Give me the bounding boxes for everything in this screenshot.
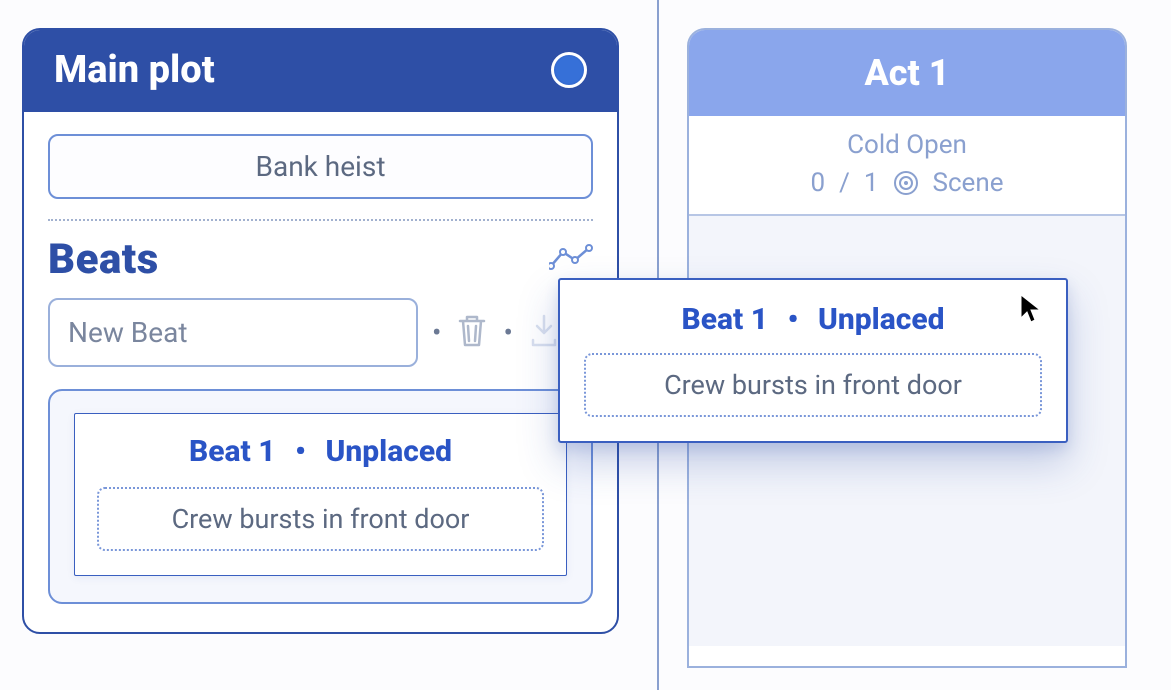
new-beat-input[interactable]: New Beat	[48, 298, 418, 367]
beat-status-label: Unplaced	[818, 302, 945, 337]
progress-target: 1	[864, 168, 879, 198]
plot-color-indicator[interactable]	[551, 52, 587, 88]
progress-current: 0	[811, 168, 826, 198]
dragging-beat-card[interactable]: Beat 1 • Unplaced Crew bursts in front d…	[558, 278, 1068, 443]
progress-unit: Scene	[933, 168, 1004, 198]
act-progress-row: 0 / 1 Scene	[699, 168, 1115, 198]
insert-icon[interactable]	[527, 312, 561, 354]
main-plot-title: Main plot	[54, 48, 215, 92]
trash-icon[interactable]	[455, 312, 489, 354]
section-divider	[48, 219, 593, 221]
main-plot-panel: Main plot Bank heist Beats New Beat •	[22, 28, 619, 634]
target-icon	[893, 170, 919, 196]
act-header: Act 1	[689, 30, 1125, 116]
act-subheader: Cold Open 0 / 1 Scene	[689, 116, 1125, 216]
chart-icon[interactable]	[549, 244, 593, 276]
beat-title-separator: •	[295, 434, 306, 469]
beat-status-label: Unplaced	[325, 434, 452, 469]
beat-number-label: Beat 1	[682, 302, 769, 337]
beat-description-input[interactable]: Crew bursts in front door	[584, 353, 1042, 417]
action-separator: •	[503, 319, 512, 347]
dragging-beat-title: Beat 1 • Unplaced	[584, 302, 1042, 337]
main-plot-header: Main plot	[24, 30, 617, 112]
beat-number-label: Beat 1	[189, 434, 276, 469]
beat-description-input[interactable]: Crew bursts in front door	[97, 487, 544, 551]
beat-card[interactable]: Beat 1 • Unplaced Crew bursts in front d…	[74, 413, 567, 576]
cursor-icon	[1020, 294, 1044, 324]
action-separator: •	[432, 319, 441, 347]
beat-title-separator: •	[788, 302, 799, 337]
plot-name-input[interactable]: Bank heist	[48, 134, 593, 199]
main-plot-body: Bank heist Beats New Beat •	[24, 112, 617, 632]
beats-heading: Beats	[48, 235, 159, 284]
progress-separator: /	[839, 168, 850, 198]
act-subtitle: Cold Open	[699, 130, 1115, 160]
beat-card-title: Beat 1 • Unplaced	[97, 434, 544, 469]
new-beat-row: New Beat • •	[48, 298, 593, 367]
beats-heading-row: Beats	[48, 235, 593, 284]
beat-drop-zone[interactable]: Beat 1 • Unplaced Crew bursts in front d…	[48, 389, 593, 604]
